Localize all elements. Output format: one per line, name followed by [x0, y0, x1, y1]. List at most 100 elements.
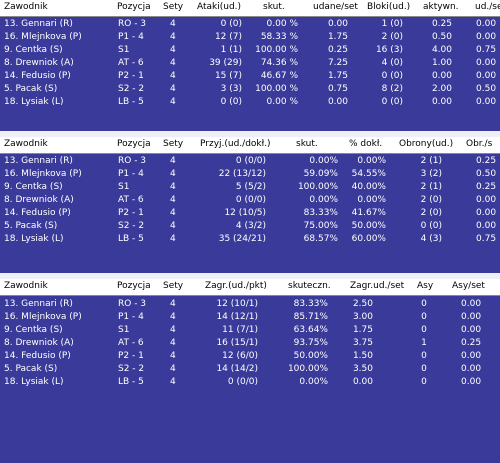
col-header-activity[interactable]: aktywn. [423, 2, 459, 12]
col-header-won-per-set-2[interactable]: ud./se [475, 2, 500, 12]
sets: 4 [170, 195, 176, 205]
attacks: 0 (0) [220, 19, 242, 29]
sets: 4 [170, 377, 176, 387]
activity: 0.00 [431, 97, 452, 107]
table-row[interactable]: 16. Mlejnkova (P) P1 - 4 4 12 (7) 58.33 … [0, 31, 500, 44]
col-header-effectiveness[interactable]: skuteczn. [288, 281, 331, 291]
col-header-sets[interactable]: Sety [163, 139, 184, 149]
efficiency: 100.00 % [255, 45, 298, 55]
efficiency: 0.00 % [266, 19, 298, 29]
table-row[interactable]: 16. Mlejnkova (P) P1 - 4 4 14 (12/1) 85.… [0, 311, 500, 324]
col-header-sets[interactable]: Sety [163, 2, 184, 12]
digs: 2 (0) [420, 195, 442, 205]
table-row[interactable]: 8. Drewniok (A) AT - 6 4 16 (15/1) 93.75… [0, 337, 500, 350]
col-header-blocks[interactable]: Bloki(ud.) [367, 2, 411, 12]
player-name: 13. Gennari (R) [4, 19, 73, 29]
position: S2 - 2 [118, 84, 145, 94]
serves: 12 (10/1) [216, 299, 258, 309]
position: S1 [118, 45, 130, 55]
serves: 14 (14/2) [216, 364, 258, 374]
col-header-player[interactable]: Zawodnik [4, 281, 48, 291]
col-header-receptions[interactable]: Przyj.(ud./dokł.) [200, 139, 271, 149]
table-row[interactable]: 5. Pacak (S) S2 - 2 4 14 (14/2) 100.00% … [0, 363, 500, 376]
position: P2 - 1 [118, 71, 144, 81]
player-name: 5. Pacak (S) [4, 221, 58, 231]
player-name: 16. Mlejnkova (P) [4, 169, 82, 179]
serves-per-set: 1.50 [352, 351, 373, 361]
won-per-set: 0.75 [327, 84, 348, 94]
col-header-position[interactable]: Pozycja [117, 2, 151, 12]
accuracy: 0.00% [357, 156, 386, 166]
table-row[interactable]: 14. Fedusio (P) P2 - 1 4 12 (10/5) 83.33… [0, 207, 500, 220]
sets: 4 [170, 156, 176, 166]
player-name: 8. Drewniok (A) [4, 338, 74, 348]
player-name: 5. Pacak (S) [4, 84, 58, 94]
col-header-digs-per-set[interactable]: Obr./s [466, 139, 493, 149]
col-header-aces[interactable]: Asy [417, 281, 434, 291]
digs-per-set: 0.25 [476, 182, 497, 192]
table-row[interactable]: 9. Centka (S) S1 4 11 (7/1) 63.64% 1.75 … [0, 324, 500, 337]
col-header-serves-per-set[interactable]: Zagr.ud./set [350, 281, 405, 291]
blocks: 0 (0) [381, 97, 403, 107]
table-row[interactable]: 14. Fedusio (P) P2 - 1 4 15 (7) 46.67 % … [0, 70, 500, 83]
activity: 2.00 [431, 84, 452, 94]
table-row[interactable]: 9. Centka (S) S1 4 5 (5/2) 100.00% 40.00… [0, 181, 500, 194]
sets: 4 [170, 19, 176, 29]
col-header-position[interactable]: Pozycja [117, 139, 151, 149]
table-row[interactable]: 8. Drewniok (A) AT - 6 4 0 (0/0) 0.00% 0… [0, 194, 500, 207]
aces: 0 [421, 351, 427, 361]
col-header-digs[interactable]: Obrony(ud.) [399, 139, 454, 149]
table-row[interactable]: 9. Centka (S) S1 4 1 (1) 100.00 % 0.25 1… [0, 44, 500, 57]
aces-per-set: 0.00 [461, 364, 482, 374]
table-row[interactable]: 13. Gennari (R) RO - 3 4 12 (10/1) 83.33… [0, 298, 500, 311]
effectiveness: 0.00% [299, 377, 328, 387]
attacks: 15 (7) [214, 71, 242, 81]
table-row[interactable]: 5. Pacak (S) S2 - 2 4 3 (3) 100.00 % 0.7… [0, 83, 500, 96]
player-name: 18. Lysiak (L) [4, 377, 64, 387]
efficiency: 83.33% [303, 208, 338, 218]
receptions: 0 (0/0) [235, 156, 266, 166]
table-row[interactable]: 18. Lysiak (L) LB - 5 4 0 (0/0) 0.00% 0.… [0, 376, 500, 389]
position: P1 - 4 [118, 32, 144, 42]
sets: 4 [170, 58, 176, 68]
col-header-attacks[interactable]: Ataki(ud.) [197, 2, 242, 12]
table-row[interactable]: 14. Fedusio (P) P2 - 1 4 12 (6/0) 50.00%… [0, 350, 500, 363]
effectiveness: 63.64% [293, 325, 328, 335]
digs-per-set: 0.00 [476, 208, 497, 218]
efficiency: 0.00 % [266, 97, 298, 107]
table-row[interactable]: 16. Mlejnkova (P) P1 - 4 4 22 (13/12) 59… [0, 168, 500, 181]
col-header-sets[interactable]: Sety [163, 281, 184, 291]
col-header-aces-per-set[interactable]: Asy/set [452, 281, 485, 291]
sets: 4 [170, 234, 176, 244]
sets: 4 [170, 338, 176, 348]
attack-table-header: Zawodnik Pozycja Sety Ataki(ud.) skut. u… [0, 0, 500, 17]
col-header-player[interactable]: Zawodnik [4, 2, 48, 12]
col-header-accuracy[interactable]: % dokł. [349, 139, 383, 149]
table-row[interactable]: 18. Lysiak (L) LB - 5 4 0 (0) 0.00 % 0.0… [0, 96, 500, 109]
digs-per-set: 0.00 [476, 221, 497, 231]
table-row[interactable]: 18. Lysiak (L) LB - 5 4 35 (24/21) 68.57… [0, 233, 500, 246]
digs: 2 (0) [420, 208, 442, 218]
col-header-efficiency[interactable]: skut. [296, 139, 318, 149]
col-header-efficiency[interactable]: skut. [263, 2, 285, 12]
blocks-per-set: 0.00 [476, 71, 497, 81]
position: RO - 3 [118, 19, 147, 29]
player-name: 18. Lysiak (L) [4, 97, 64, 107]
table-row[interactable]: 13. Gennari (R) RO - 3 4 0 (0) 0.00 % 0.… [0, 18, 500, 31]
sets: 4 [170, 364, 176, 374]
table-row[interactable]: 5. Pacak (S) S2 - 2 4 4 (3/2) 75.00% 50.… [0, 220, 500, 233]
table-row[interactable]: 8. Drewniok (A) AT - 6 4 39 (29) 74.36 %… [0, 57, 500, 70]
efficiency: 0.00% [309, 195, 338, 205]
sets: 4 [170, 71, 176, 81]
col-header-serves[interactable]: Zagr.(ud./pkt) [205, 281, 267, 291]
position: P1 - 4 [118, 312, 144, 322]
position: P2 - 1 [118, 351, 144, 361]
digs-per-set: 0.00 [476, 195, 497, 205]
col-header-won-per-set[interactable]: udane/set [313, 2, 358, 12]
col-header-position[interactable]: Pozycja [117, 281, 151, 291]
table-row[interactable]: 13. Gennari (R) RO - 3 4 0 (0/0) 0.00% 0… [0, 155, 500, 168]
accuracy: 0.00% [357, 195, 386, 205]
won-per-set: 1.75 [327, 71, 348, 81]
won-per-set: 7.25 [327, 58, 348, 68]
col-header-player[interactable]: Zawodnik [4, 139, 48, 149]
